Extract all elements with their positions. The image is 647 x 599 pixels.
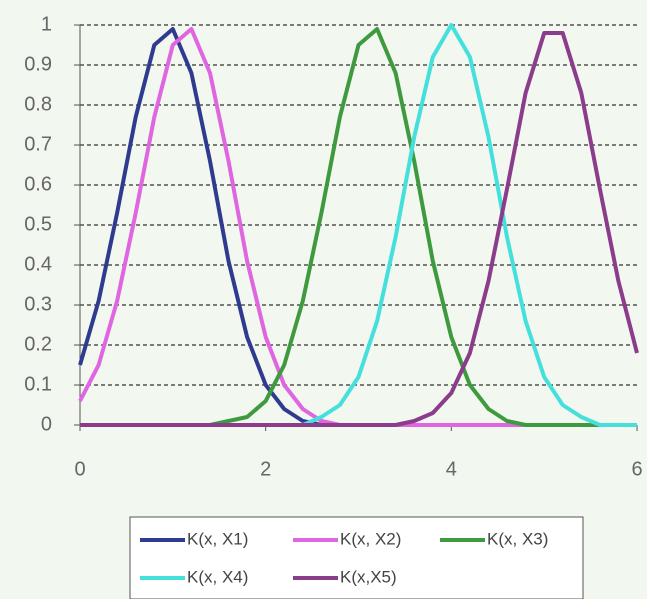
- legend-label: K(x, X3): [487, 529, 548, 548]
- y-tick-label: 0.8: [24, 93, 52, 115]
- x-tick-label: 4: [446, 458, 457, 480]
- x-tick-label: 0: [74, 458, 85, 480]
- y-tick-label: 0.7: [24, 133, 52, 155]
- y-tick-label: 0: [41, 413, 52, 435]
- series-line: [78, 27, 637, 427]
- series-line: [80, 31, 639, 427]
- x-tick-label: 6: [631, 458, 642, 480]
- y-tick-label: 1: [41, 13, 52, 35]
- y-tick-label: 0.5: [24, 213, 52, 235]
- y-tick-label: 0.1: [24, 373, 52, 395]
- y-tick-label: 0.9: [24, 53, 52, 75]
- legend: K(x, X1) K(x, X2) K(x, X3) K(x, X4) K(x,X5): [140, 529, 548, 586]
- x-tick-label: 2: [260, 458, 271, 480]
- y-tick-label: 0.6: [24, 173, 52, 195]
- legend-label: K(x, X2): [340, 529, 401, 548]
- legend-label: K(x,X5): [340, 567, 397, 586]
- legend-box: [129, 516, 584, 599]
- y-tick-label: 0.2: [24, 333, 52, 355]
- y-tick-label: 0.4: [24, 253, 52, 275]
- legend-label: K(x, X1): [187, 529, 248, 548]
- y-tick-label: 0.3: [24, 293, 52, 315]
- legend-label: K(x, X4): [187, 567, 248, 586]
